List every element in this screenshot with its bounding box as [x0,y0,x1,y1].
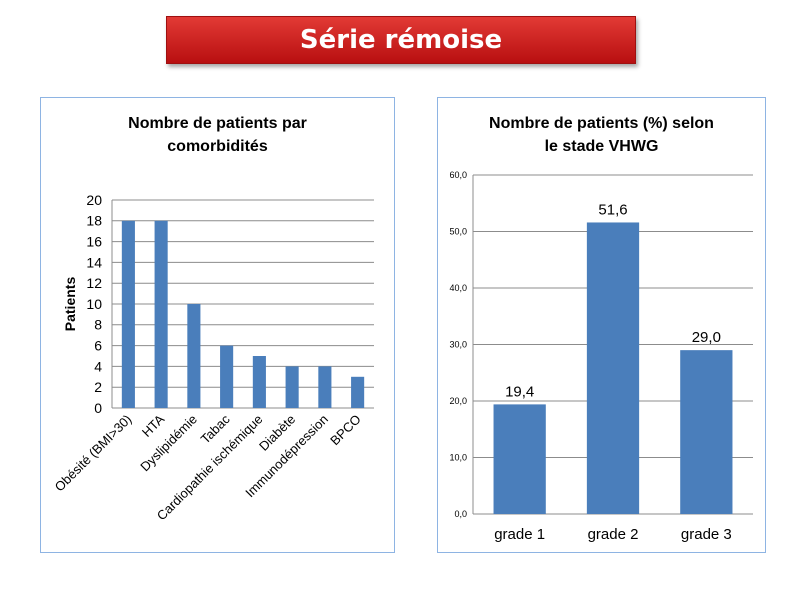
y-tick-label: 20,0 [449,396,467,406]
bar-immunod-pression [318,366,332,408]
y-tick-label: 16 [86,234,102,250]
bar-dyslipid-mie [187,304,201,408]
y-axis-title: Patients [62,277,78,332]
bar-tabac [220,345,234,408]
y-tick-label: 18 [86,213,102,229]
y-tick-label: 40,0 [449,283,467,293]
y-tick-label: 12 [86,275,102,291]
comorbidities-bar-chart: 0 2 4 6 8 10 12 14 16 18 20 Patients Obésité (BMI>30… [52,192,374,523]
bar-diab-te [285,366,299,408]
y-tick-label: 30,0 [449,340,467,350]
y-tick-label: 10 [86,296,102,312]
x-tick-label: grade 1 [494,526,545,543]
bar-cardiopathie-isch-mique [252,356,266,408]
bar-grade-1 [493,404,546,514]
y-tick-label: 50,0 [449,227,467,237]
y-tick-label: 20 [86,192,102,208]
data-label: 51,6 [598,201,627,218]
x-tick-label: Obésité (BMI>30) [52,412,135,495]
comorbidities-chart-panel: Nombre de patients par comorbidités 0 2 4 6… [40,97,395,553]
vhwg-bar-chart: 0,0 10,0 20,0 30,0 40,0 50,0 60,0 19,4 grade 1 51… [449,170,753,543]
data-label: 19,4 [505,383,534,400]
slide-title: Série rémoise [166,16,636,64]
bar-hta [154,220,168,408]
x-tick-label: BPCO [327,412,364,449]
bar-ob-sit-bmi-30- [121,220,135,408]
bar-bpco [351,376,365,408]
vhwg-chart-panel: Nombre de patients (%) selon le stade VH… [437,97,766,553]
chart-title: Nombre de patients (%) selon le stade VH… [489,115,714,155]
y-tick-label: 4 [94,358,102,374]
y-tick-label: 2 [94,379,102,395]
x-tick-label: HTA [139,411,168,440]
x-tick-label: grade 3 [681,526,732,543]
bar-grade-3 [680,350,733,514]
y-tick-label: 6 [94,338,102,354]
y-tick-label: 60,0 [449,170,467,180]
y-tick-label: 10,0 [449,453,467,463]
y-tick-label: 8 [94,317,102,333]
data-label: 29,0 [692,329,721,346]
y-tick-label: 14 [86,254,102,270]
y-tick-label: 0,0 [454,509,467,519]
x-tick-label: grade 2 [588,526,639,543]
bar-grade-2 [586,222,640,514]
chart-title: Nombre de patients par comorbidités [128,115,307,155]
y-tick-label: 0 [94,400,102,416]
